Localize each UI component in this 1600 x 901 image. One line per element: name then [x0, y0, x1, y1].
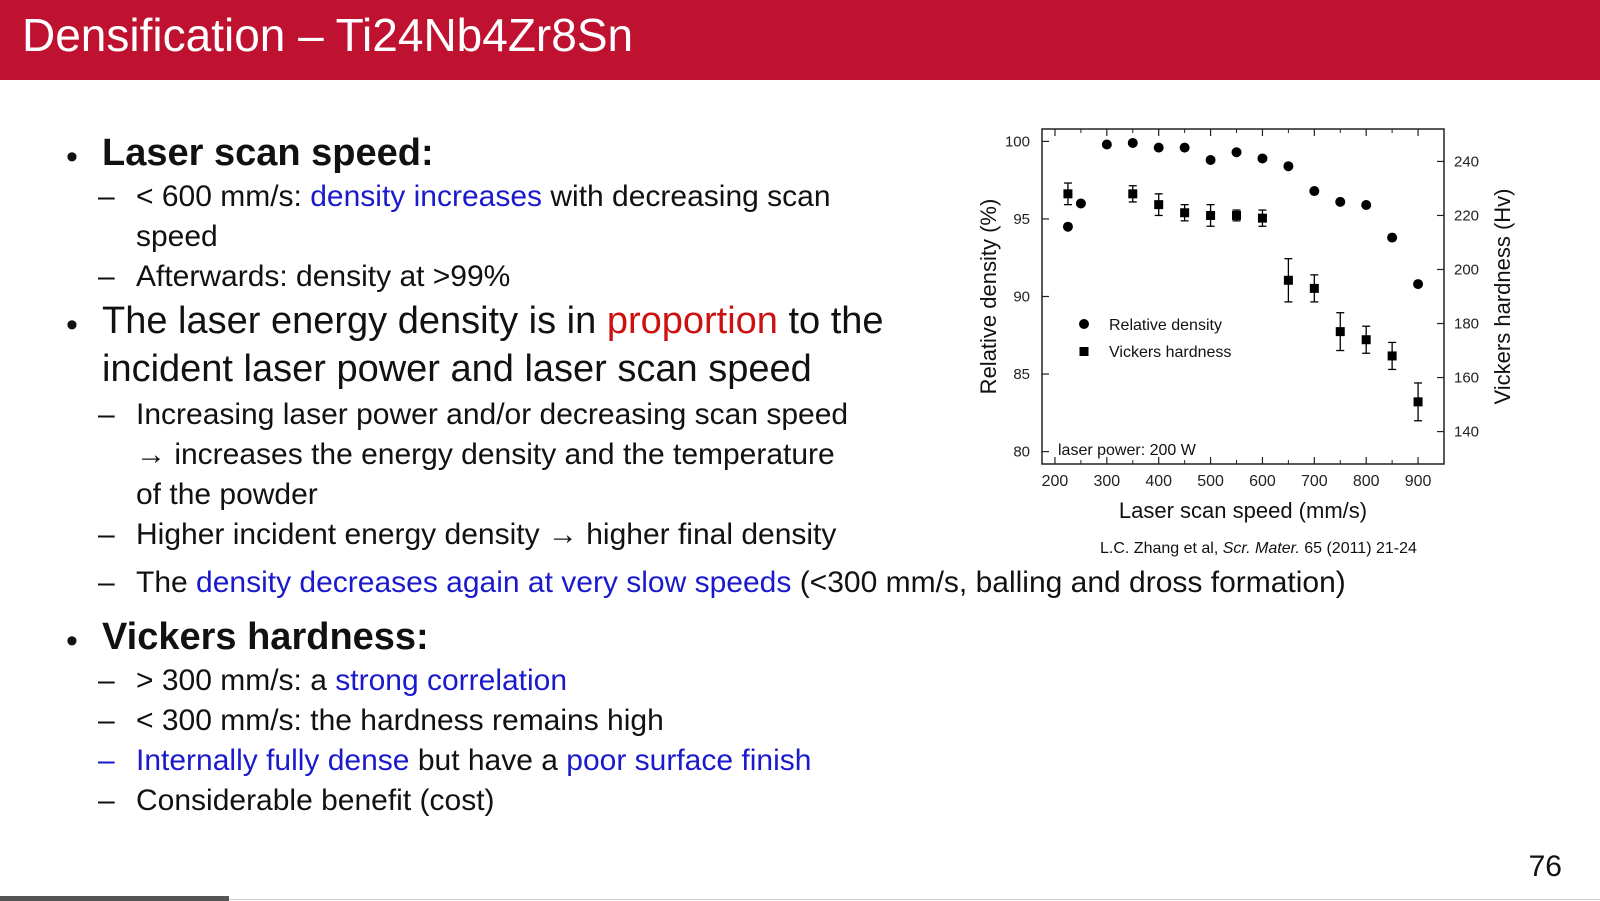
hardness-point [1128, 189, 1138, 199]
heading-vickers-hardness: Vickers hardness: [102, 616, 429, 658]
y-tick-label: 95 [1013, 211, 1030, 228]
highlight-proportion: proportion [606, 300, 778, 342]
x-tick-label: 200 [1042, 473, 1069, 490]
dash-icon: – [98, 704, 115, 737]
footer-divider [229, 899, 1600, 900]
density-point [1205, 155, 1216, 166]
hardness-point [1063, 189, 1073, 199]
x-axis-label: Laser scan speed (mm/s) [1119, 498, 1367, 523]
y-tick-label: 80 [1013, 444, 1030, 461]
hardness-point [1180, 208, 1190, 218]
highlight-poor-surface: poor surface finish [566, 744, 812, 777]
hardness-point [1206, 210, 1216, 220]
dash-icon: – [98, 566, 115, 599]
density-hardness-chart: 200 300 400 500 600 700 800 900 80 85 90 95 100 140 16… [970, 118, 1550, 538]
highlight-density-decreases: density decreases again at very slow spe… [196, 566, 792, 599]
x-tick-label: 500 [1197, 473, 1224, 490]
dash-icon: – [98, 784, 115, 817]
energy-point-1-cont2: of the powder [136, 478, 318, 511]
scan-speed-point-1: < 600 mm/s: density increases with decre… [136, 180, 831, 213]
hardness-point [1413, 397, 1423, 407]
y2-axis-label: Vickers hardness (Hv) [1490, 189, 1515, 405]
bullet-icon: • [66, 622, 78, 660]
x-tick-label: 800 [1353, 473, 1380, 490]
y2-tick-label: 220 [1454, 207, 1479, 224]
y-tick-label: 85 [1013, 366, 1030, 383]
x-tick-label: 600 [1249, 473, 1276, 490]
legend-square-marker [1079, 347, 1089, 356]
energy-line-2: incident laser power and laser scan spee… [102, 348, 812, 390]
scan-speed-point-1-cont: speed [136, 220, 218, 253]
energy-line-1: The laser energy density is in proportio… [102, 300, 884, 342]
hardness-point [1232, 210, 1242, 220]
highlight-density-increases: density increases [310, 180, 543, 213]
dash-icon: – [98, 518, 115, 551]
x-tick-label: 700 [1301, 473, 1328, 490]
y-tick-label: 90 [1013, 289, 1030, 306]
y-tick-label: 100 [1005, 133, 1030, 150]
dash-icon: – [98, 744, 115, 777]
density-point [1413, 279, 1424, 290]
density-point [1179, 142, 1190, 153]
density-point [1075, 198, 1086, 209]
scan-speed-point-2: Afterwards: density at >99% [136, 260, 511, 293]
density-point [1387, 232, 1398, 243]
bullet-icon: • [66, 306, 78, 344]
y2-tick-label: 240 [1454, 153, 1479, 170]
hardness-point [1335, 327, 1345, 337]
density-point [1309, 186, 1320, 197]
highlight-strong-correlation: strong correlation [335, 664, 568, 697]
hardness-point [1154, 200, 1164, 210]
hardness-point [1361, 335, 1371, 345]
energy-point-2: Higher incident energy density → higher … [136, 518, 837, 551]
title-bar: Densification – Ti24Nb4Zr8Sn [0, 0, 1600, 80]
hardness-point-3: Internally fully dense but have a poor s… [136, 744, 812, 777]
density-point [1257, 153, 1268, 164]
hardness-point [1257, 213, 1267, 223]
dash-icon: – [98, 664, 115, 697]
y-axis-label: Relative density (%) [976, 199, 1001, 395]
source-citation: L.C. Zhang et al, Scr. Mater. 65 (2011) … [1100, 540, 1417, 557]
hardness-point-2: < 300 mm/s: the hardness remains high [136, 704, 664, 737]
citation-journal: Scr. Mater. [1222, 540, 1300, 557]
legend-label: Relative density [1109, 317, 1222, 334]
heading-scan-speed: Laser scan speed: [102, 132, 434, 174]
density-point [1101, 139, 1112, 150]
hardness-point-4: Considerable benefit (cost) [136, 784, 495, 817]
density-point [1283, 161, 1294, 172]
slide-title: Densification – Ti24Nb4Zr8Sn [22, 9, 634, 61]
y2-tick-label: 160 [1454, 370, 1479, 387]
hardness-point-1: > 300 mm/s: a strong correlation [136, 664, 568, 697]
chart-svg: 200 300 400 500 600 700 800 900 80 85 90 95 100 140 16… [976, 128, 1515, 523]
density-point [1153, 142, 1164, 153]
y2-tick-label: 200 [1454, 261, 1479, 278]
density-point [1231, 147, 1242, 158]
legend-label: Vickers hardness [1109, 344, 1231, 361]
hardness-point [1283, 275, 1293, 285]
plot-frame [1041, 128, 1445, 465]
hardness-point [1309, 283, 1319, 293]
highlight-fully-dense: Internally fully dense [136, 744, 410, 777]
page-number: 76 [1528, 850, 1562, 883]
x-tick-label: 300 [1093, 473, 1120, 490]
progress-bar [0, 896, 229, 901]
hardness-point [1387, 351, 1397, 361]
x-tick-label: 400 [1145, 473, 1172, 490]
density-point [1335, 196, 1346, 207]
bullet-icon: • [66, 138, 78, 176]
energy-point-1: Increasing laser power and/or decreasing… [136, 398, 849, 431]
legend-circle-marker [1079, 319, 1089, 329]
x-tick-label: 900 [1405, 473, 1432, 490]
energy-point-1-cont: → increases the energy density and the t… [136, 438, 835, 471]
energy-point-3: The density decreases again at very slow… [136, 566, 1346, 599]
dash-icon: – [98, 260, 115, 293]
dash-icon: – [98, 180, 115, 213]
dash-icon: – [98, 398, 115, 431]
density-point [1361, 199, 1372, 210]
density-point [1062, 221, 1073, 232]
y2-tick-label: 180 [1454, 316, 1479, 333]
laser-power-annotation: laser power: 200 W [1058, 442, 1197, 459]
density-point [1127, 137, 1138, 148]
y2-tick-label: 140 [1454, 424, 1479, 441]
